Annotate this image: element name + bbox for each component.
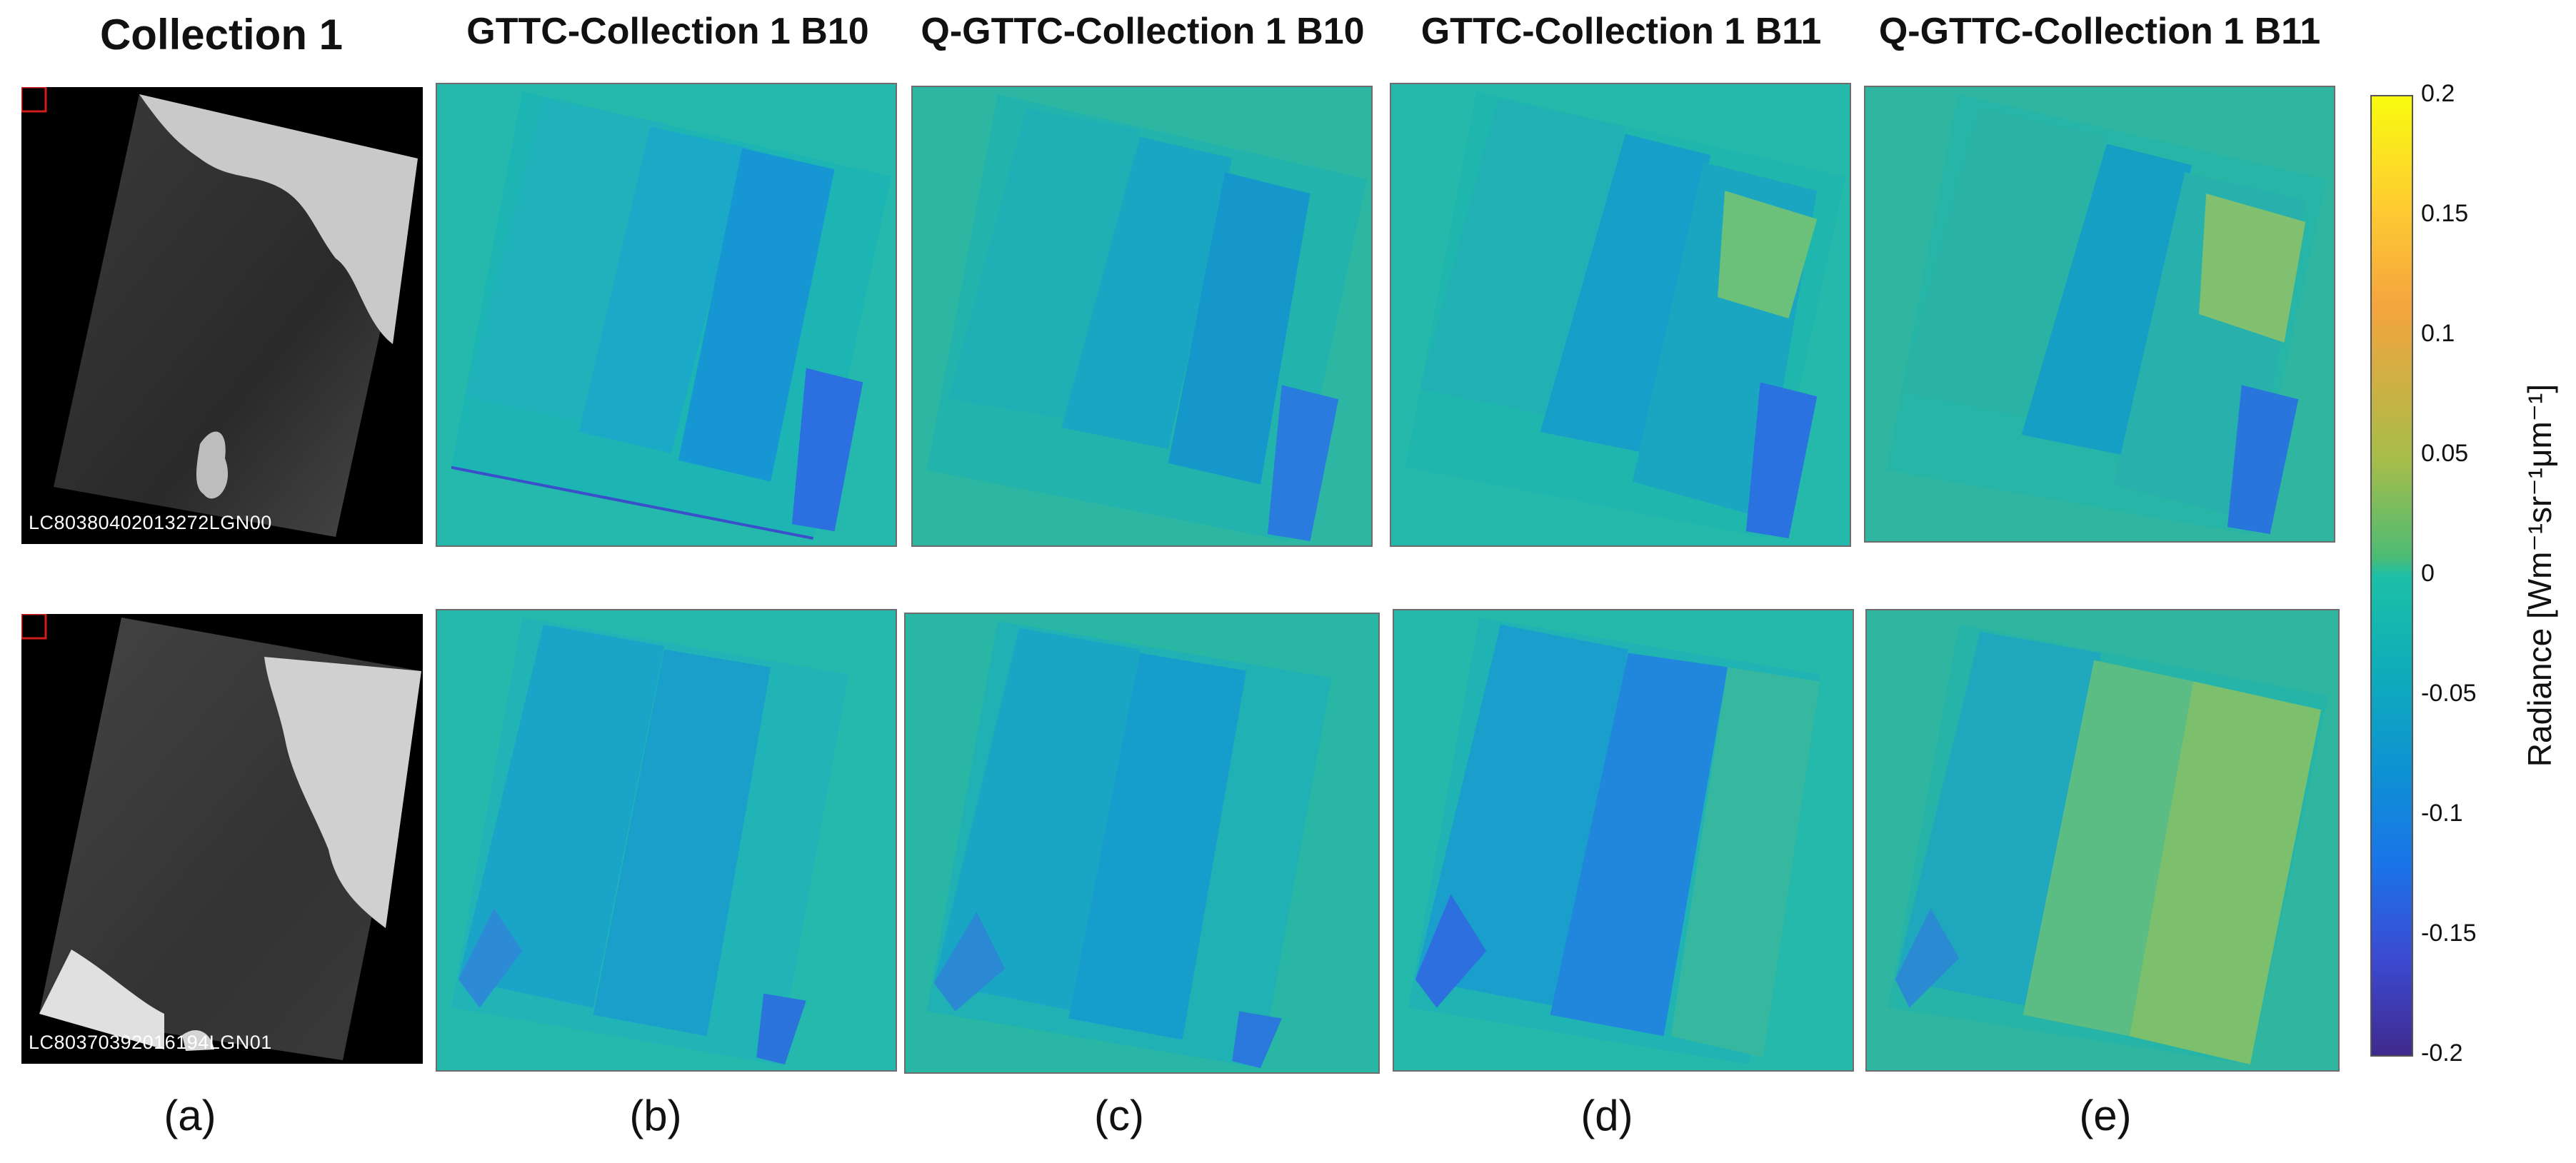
colorbar-label: Radiance [Wm⁻¹sr⁻¹μm⁻¹] [2521, 383, 2558, 767]
satellite-scene-bottom-graphic [21, 614, 421, 1060]
sub-label-b: (b) [629, 1092, 682, 1139]
gttc-b11-map-top [1390, 83, 1851, 547]
colorbar-tick: 0.2 [2421, 80, 2455, 107]
q-gttc-b11-map-bottom-graphic [1867, 610, 2338, 1070]
q-gttc-b10-map-top-graphic [913, 87, 1371, 545]
column-title-c: Q-GTTC-Collection 1 B10 [921, 11, 1365, 52]
scene-id-top: LC80380402013272LGN00 [29, 512, 272, 533]
colorbar-tick: 0.15 [2421, 200, 2469, 227]
gttc-b10-map-top-graphic [437, 84, 896, 545]
scene-id-bottom: LC80370392016194LGN01 [29, 1032, 272, 1053]
sub-label-a: (a) [164, 1092, 216, 1139]
column-title-a: Collection 1 [99, 11, 344, 59]
column-title-e: Q-GTTC-Collection 1 B11 [1878, 11, 2321, 52]
gttc-b10-map-bottom-graphic [437, 610, 896, 1070]
gttc-b10-map-bottom [436, 609, 897, 1072]
colorbar-tick: -0.05 [2421, 680, 2477, 707]
colorbar-tick: -0.15 [2421, 920, 2477, 947]
sub-label-d: (d) [1580, 1092, 1633, 1139]
sub-label-c: (c) [1094, 1092, 1144, 1139]
colorbar-tick: 0.05 [2421, 440, 2469, 467]
q-gttc-b10-map-bottom [904, 613, 1380, 1074]
column-title-b: GTTC-Collection 1 B10 [466, 11, 869, 52]
gttc-b10-map-top [436, 83, 897, 547]
sub-label-e: (e) [2079, 1092, 2132, 1139]
colorbar-tick: 0.1 [2421, 320, 2455, 347]
q-gttc-b10-map-bottom-graphic [906, 614, 1378, 1072]
satellite-image-bottom: LC80370392016194LGN01 [21, 614, 423, 1064]
colorbar-tick: -0.2 [2421, 1039, 2463, 1067]
column-title-d: GTTC-Collection 1 B11 [1420, 11, 1822, 52]
q-gttc-b11-map-top [1864, 86, 2335, 543]
satellite-scene-top-graphic [21, 87, 418, 537]
q-gttc-b10-map-top [911, 86, 1373, 547]
gttc-b11-map-top-graphic [1391, 84, 1850, 545]
colorbar-tick: -0.1 [2421, 800, 2463, 827]
gttc-b11-map-bottom [1393, 609, 1854, 1072]
colorbar-tick: 0 [2421, 560, 2435, 587]
colorbar [2370, 95, 2413, 1057]
q-gttc-b11-map-top-graphic [1865, 87, 2334, 541]
gttc-b11-map-bottom-graphic [1394, 610, 1853, 1070]
satellite-image-top: LC80380402013272LGN00 [21, 87, 423, 544]
q-gttc-b11-map-bottom [1865, 609, 2340, 1072]
